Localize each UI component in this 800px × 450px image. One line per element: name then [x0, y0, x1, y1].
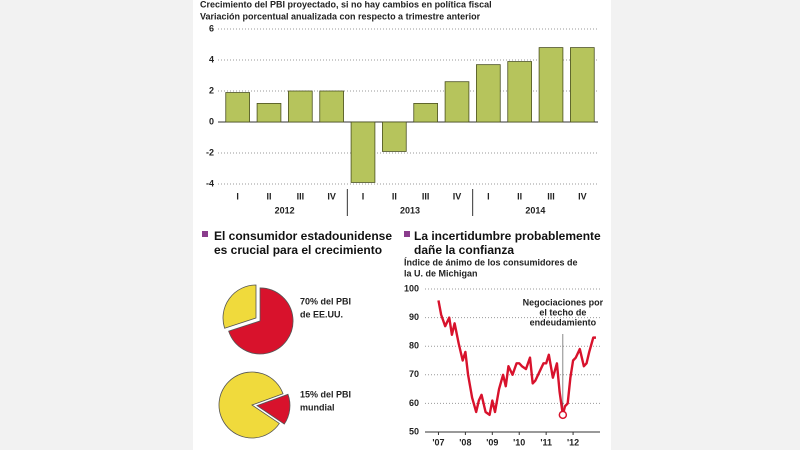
bullet: [404, 231, 410, 237]
x-tick-label: I: [362, 191, 365, 201]
x-tick-label: '08: [459, 437, 471, 447]
text-line: Índice de ánimo de los consumidores de: [404, 257, 578, 267]
y-tick-label: 6: [209, 23, 214, 33]
x-tick-label: II: [266, 191, 271, 201]
x-tick-label: IV: [327, 191, 336, 201]
x-tick-label: '10: [513, 437, 525, 447]
y-tick-label: 70: [409, 369, 419, 379]
bar: [382, 121, 407, 152]
text-line: de EE.UU.: [300, 309, 343, 319]
x-tick-label: III: [547, 191, 555, 201]
x-tick-label: '09: [486, 437, 498, 447]
x-tick-label: II: [517, 191, 522, 201]
text-line: El consumidor estadounidense: [214, 229, 392, 243]
y-tick-label: 50: [409, 426, 419, 436]
bar: [350, 121, 376, 183]
group-label: 2013: [400, 205, 420, 215]
x-tick-label: IV: [578, 191, 587, 201]
x-tick-label: I: [236, 191, 239, 201]
x-tick-label: '11: [540, 437, 552, 447]
x-tick-label: IV: [453, 191, 462, 201]
y-tick-label: 2: [209, 85, 214, 95]
pie-slice: [218, 371, 284, 439]
text-line: 70% del PBI: [300, 296, 351, 306]
chart-title: Crecimiento del PBI proyectado, si no ha…: [200, 0, 492, 9]
text-line: endeudamiento: [530, 317, 597, 327]
x-tick-label: I: [487, 191, 490, 201]
text-line: mundial: [300, 402, 335, 412]
x-tick-label: III: [422, 191, 430, 201]
highlight-point: [558, 410, 568, 420]
y-tick-label: 80: [409, 341, 419, 351]
bar: [288, 90, 313, 123]
bar: [570, 47, 595, 123]
text-line: la U. de Michigan: [404, 268, 478, 278]
text-line: es crucial para el crecimiento: [214, 243, 382, 257]
x-tick-label: '12: [567, 437, 579, 447]
bar: [476, 64, 501, 123]
pie-slice: [256, 393, 291, 425]
group-label: 2014: [525, 205, 545, 215]
x-tick-label: '07: [432, 437, 444, 447]
y-tick-label: -4: [206, 178, 214, 188]
chart-subtitle: Variación porcentual anualizada con resp…: [200, 11, 481, 21]
text-line: La incertidumbre probablemente: [414, 229, 601, 243]
bar: [538, 47, 564, 123]
line-series: [437, 300, 596, 417]
bar: [319, 90, 344, 123]
x-tick-label: II: [392, 191, 397, 201]
y-tick-label: 0: [209, 116, 214, 126]
y-tick-label: 100: [404, 283, 419, 293]
bar: [444, 81, 470, 123]
x-tick-label: III: [297, 191, 305, 201]
bar: [413, 103, 438, 123]
bar: [507, 61, 532, 123]
text-line: Negociaciones por: [523, 297, 604, 307]
bullet: [202, 231, 208, 237]
y-tick-label: 4: [209, 54, 214, 64]
pie-slice: [228, 287, 294, 355]
y-tick-label: -2: [206, 147, 214, 157]
text-line: 15% del PBI: [300, 389, 351, 399]
text-line: dañe la confianza: [414, 243, 514, 257]
bar: [225, 92, 250, 123]
y-tick-label: 60: [409, 398, 419, 408]
y-tick-label: 90: [409, 312, 419, 322]
group-label: 2012: [275, 205, 295, 215]
pie-slice: [222, 284, 257, 329]
text-line: el techo de: [539, 307, 586, 317]
bar: [256, 103, 282, 123]
